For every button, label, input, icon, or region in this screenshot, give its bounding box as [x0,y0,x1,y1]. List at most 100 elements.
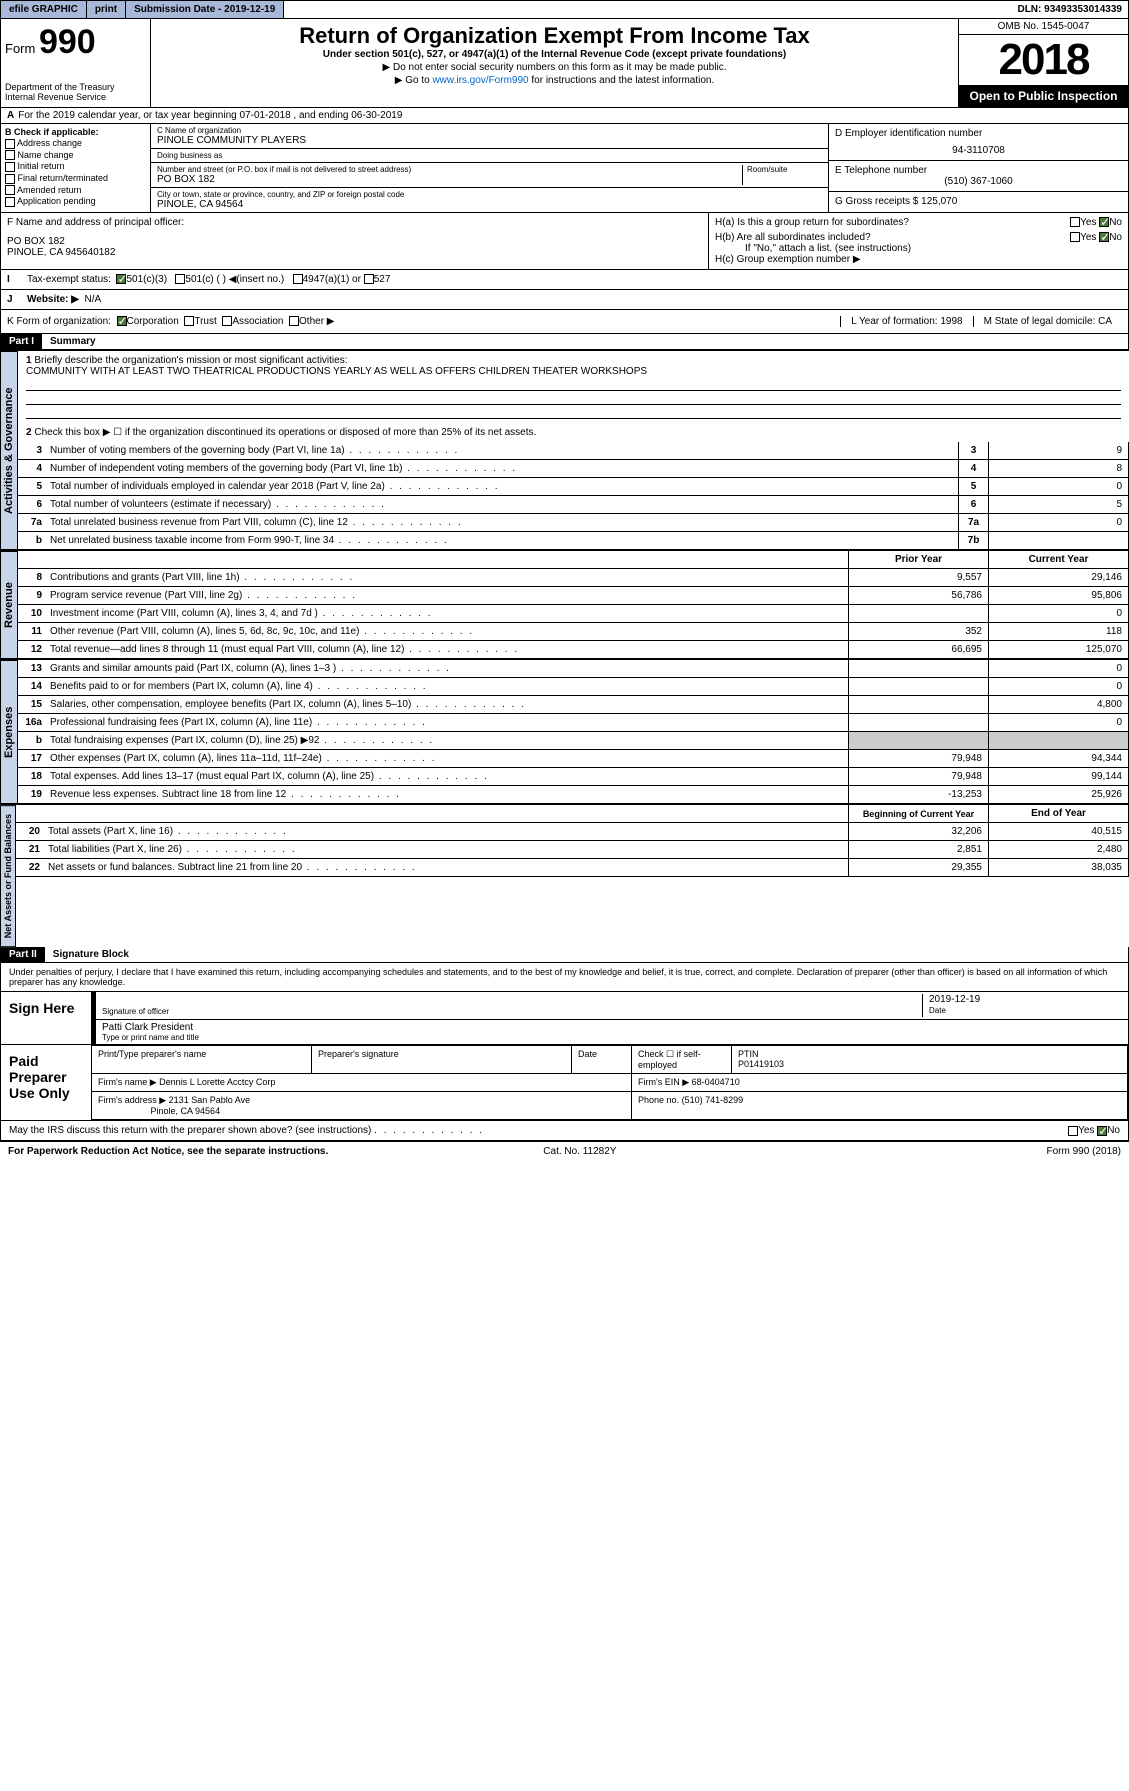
net-header-row: Beginning of Current Year End of Year [16,805,1129,823]
org-name-label: C Name of organization [157,126,241,135]
form-subtitle: Under section 501(c), 527, or 4947(a)(1)… [159,49,950,60]
date-label: Date [929,1006,946,1015]
table-row: 5 Total number of individuals employed i… [18,478,1129,496]
revenue-section: Revenue Prior Year Current Year 8 Contri… [0,550,1129,659]
501c3-checkbox[interactable] [116,274,126,284]
table-row: 7a Total unrelated business revenue from… [18,514,1129,532]
table-row: 18 Total expenses. Add lines 13–17 (must… [18,768,1129,786]
revenue-header-row: Prior Year Current Year [18,551,1129,569]
ha-yes-checkbox[interactable] [1070,217,1080,227]
table-row: 16a Professional fundraising fees (Part … [18,714,1129,732]
top-toolbar: efile GRAPHIC print Submission Date - 20… [0,0,1129,19]
paperwork-notice: For Paperwork Reduction Act Notice, see … [8,1146,328,1157]
table-row: 8 Contributions and grants (Part VIII, l… [18,569,1129,587]
table-row: 11 Other revenue (Part VIII, column (A),… [18,623,1129,641]
hb-note: If "No," attach a list. (see instruction… [745,243,1122,254]
revenue-tab: Revenue [0,551,18,659]
street-value: PO BOX 182 [157,174,742,185]
signature-block: Under penalties of perjury, I declare th… [0,963,1129,1141]
sig-officer-label: Signature of officer [102,1007,169,1016]
efile-button[interactable]: efile GRAPHIC [1,1,87,18]
ha-label: H(a) Is this a group return for subordin… [715,217,909,228]
corporation-checkbox[interactable] [117,316,127,326]
ptin-value: P01419103 [738,1059,784,1069]
hb-no-checkbox[interactable] [1099,232,1109,242]
name-title-label: Type or print name and title [102,1033,199,1042]
applicable-checkboxes: B Check if applicable: Address change Na… [1,124,151,212]
table-row: 12 Total revenue—add lines 8 through 11 … [18,641,1129,659]
firm-name: Dennis L Lorette Acctcy Corp [159,1077,275,1087]
omb-number: OMB No. 1545-0047 [959,19,1128,35]
4947-checkbox[interactable] [293,274,303,284]
year-formation: L Year of formation: 1998 [840,316,972,327]
governance-section: Activities & Governance 1 Briefly descri… [0,350,1129,550]
mission-text: COMMUNITY WITH AT LEAST TWO THEATRICAL P… [26,366,647,377]
other-checkbox[interactable] [289,316,299,326]
irs-label: Internal Revenue Service [5,92,146,102]
officer-label: F Name and address of principal officer: [7,217,702,228]
table-row: 17 Other expenses (Part IX, column (A), … [18,750,1129,768]
trust-checkbox[interactable] [184,316,194,326]
527-checkbox[interactable] [364,274,374,284]
hb-yes-checkbox[interactable] [1070,232,1080,242]
association-checkbox[interactable] [222,316,232,326]
name-change-checkbox[interactable] [5,150,15,160]
part2-header: Part II Signature Block [0,947,1129,963]
phone-value: (510) 367-1060 [835,176,1122,187]
table-row: 3 Number of voting members of the govern… [18,442,1129,460]
form-footer: Form 990 (2018) [1047,1146,1121,1157]
mission-label: Briefly describe the organization's miss… [34,355,347,366]
officer-addr2: PINOLE, CA 945640182 [7,247,702,258]
address-change-checkbox[interactable] [5,139,15,149]
ssn-note: ▶ Do not enter social security numbers o… [159,62,950,73]
street-label: Number and street (or P.O. box if mail i… [157,165,742,174]
initial-return-checkbox[interactable] [5,162,15,172]
preparer-table: Print/Type preparer's name Preparer's si… [91,1045,1128,1120]
officer-name-title: Patti Clark President [102,1022,193,1033]
tax-year: 2018 [959,35,1128,85]
section-k: K Form of organization: Corporation Trus… [0,310,1129,334]
state-domicile: M State of legal domicile: CA [973,316,1122,327]
final-return-checkbox[interactable] [5,174,15,184]
application-pending-checkbox[interactable] [5,197,15,207]
table-row: 6 Total number of volunteers (estimate i… [18,496,1129,514]
sign-here-label: Sign Here [1,992,91,1044]
table-row: b Net unrelated business taxable income … [18,532,1129,550]
firm-ein: 68-0404710 [692,1077,740,1087]
discuss-no-checkbox[interactable] [1097,1126,1107,1136]
table-row: 19 Revenue less expenses. Subtract line … [18,786,1129,804]
dept-treasury: Department of the Treasury [5,82,146,92]
table-row: 15 Salaries, other compensation, employe… [18,696,1129,714]
org-name: PINOLE COMMUNITY PLAYERS [157,135,306,146]
form-number: 990 [39,23,96,61]
website-label: Website: ▶ [27,294,79,305]
irs-link[interactable]: www.irs.gov/Form990 [432,75,528,86]
table-row: 9 Program service revenue (Part VIII, li… [18,587,1129,605]
prep-sig-label: Preparer's signature [312,1046,572,1074]
section-j: J Website: ▶ N/A [0,290,1129,310]
form-label: Form [5,41,35,56]
dln: DLN: 93493353014339 [1011,2,1128,17]
paid-preparer-label: Paid Preparer Use Only [1,1045,91,1120]
ein-value: 94-3110708 [835,145,1122,156]
print-button[interactable]: print [87,1,126,18]
open-public: Open to Public Inspection [959,85,1128,107]
gross-receipts: G Gross receipts $ 125,070 [829,192,1128,211]
prep-date-label: Date [572,1046,632,1074]
city-label: City or town, state or province, country… [157,190,404,199]
501c-other-checkbox[interactable] [175,274,185,284]
table-row: 21 Total liabilities (Part X, line 26) 2… [16,841,1129,859]
form-org-label: K Form of organization: [7,316,111,327]
cat-number: Cat. No. 11282Y [543,1146,616,1157]
firm-addr2: Pinole, CA 94564 [151,1106,221,1116]
tax-exempt-label: Tax-exempt status: [27,274,111,285]
ha-no-checkbox[interactable] [1099,217,1109,227]
table-row: 20 Total assets (Part X, line 16) 32,206… [16,823,1129,841]
amended-return-checkbox[interactable] [5,185,15,195]
discuss-yes-checkbox[interactable] [1068,1126,1078,1136]
period-row: AFor the 2019 calendar year, or tax year… [0,108,1129,124]
q2-text: Check this box ▶ ☐ if the organization d… [34,427,536,438]
firm-addr1: 2131 San Pablo Ave [169,1095,250,1105]
submission-date: Submission Date - 2019-12-19 [126,1,284,18]
officer-addr1: PO BOX 182 [7,236,702,247]
